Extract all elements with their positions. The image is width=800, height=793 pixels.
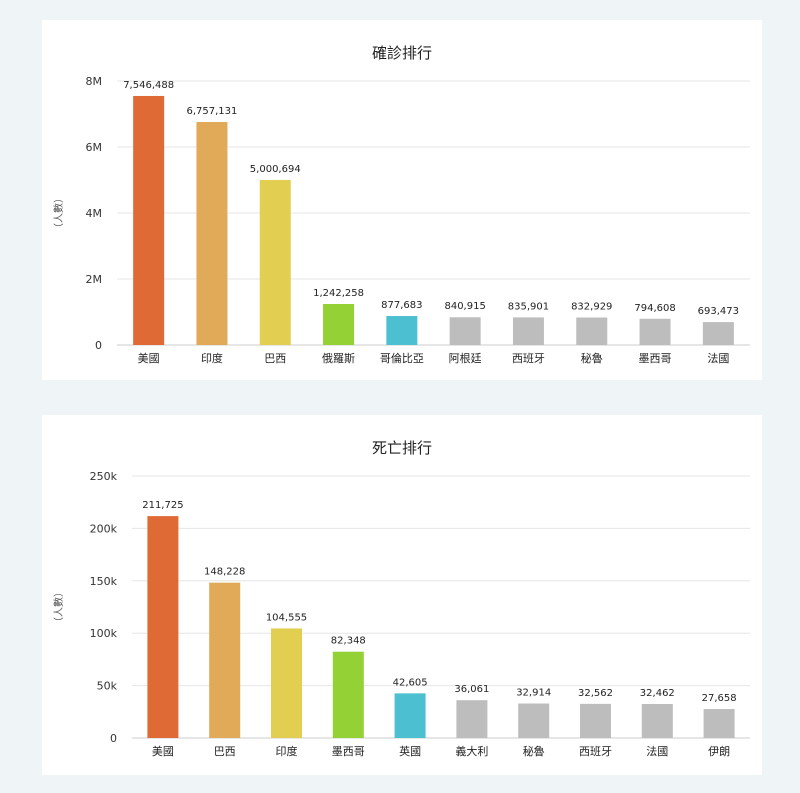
deaths-category-label: 英國 <box>399 744 421 758</box>
confirmed-category-label: 法國 <box>707 351 729 365</box>
deaths-bar-value-label: 32,914 <box>516 688 551 699</box>
confirmed-bar[interactable] <box>323 304 355 345</box>
confirmed-category-label: 秘魯 <box>581 351 603 365</box>
deaths-y-tick-label: 250k <box>90 470 118 483</box>
deaths-bar[interactable] <box>394 693 426 738</box>
confirmed-category-label: 阿根廷 <box>449 351 482 365</box>
confirmed-bar[interactable] <box>639 318 671 345</box>
confirmed-bar[interactable] <box>702 322 734 345</box>
deaths-category-label: 伊朗 <box>708 745 730 758</box>
confirmed-bar-value-label: 840,915 <box>444 301 485 312</box>
confirmed-y-tick-label: 8M <box>86 75 103 88</box>
deaths-bar-value-label: 42,605 <box>393 677 428 688</box>
deaths-bar-value-label: 27,658 <box>702 693 737 704</box>
deaths-bar-value-label: 148,228 <box>204 567 245 578</box>
deaths-bar[interactable] <box>147 516 179 738</box>
deaths-ranking-panel: 死亡排行 （人數） 0 50k 100k 150k 200k 250k 211,725 美國 148… <box>42 415 762 775</box>
deaths-category-label: 秘魯 <box>523 744 545 758</box>
deaths-category-label: 義大利 <box>455 744 488 758</box>
deaths-bar[interactable] <box>456 700 488 738</box>
deaths-bar-value-label: 211,725 <box>142 500 183 511</box>
deaths-y-axis-label: （人數） <box>52 587 65 627</box>
deaths-y-tick-label: 0 <box>110 732 117 745</box>
deaths-bar-value-label: 32,562 <box>578 688 613 699</box>
deaths-bar[interactable] <box>271 628 302 738</box>
deaths-bar[interactable] <box>703 709 735 738</box>
confirmed-bar-value-label: 5,000,694 <box>250 164 301 175</box>
deaths-category-label: 法國 <box>646 744 668 758</box>
deaths-bar[interactable] <box>332 651 364 738</box>
confirmed-bar-value-label: 7,546,488 <box>123 80 174 91</box>
confirmed-y-axis-label: （人數） <box>52 193 65 233</box>
confirmed-category-label: 哥倫比亞 <box>380 351 424 365</box>
confirmed-category-label: 西班牙 <box>512 352 545 365</box>
deaths-chart-title: 死亡排行 <box>372 439 432 457</box>
deaths-bar-value-label: 36,061 <box>454 684 489 695</box>
deaths-category-label: 美國 <box>152 745 174 758</box>
deaths-bar[interactable] <box>518 703 550 738</box>
deaths-category-label: 巴西 <box>214 745 236 758</box>
confirmed-bar[interactable] <box>259 179 291 345</box>
confirmed-bar-value-label: 877,683 <box>381 300 422 311</box>
confirmed-category-label: 巴西 <box>264 352 286 365</box>
confirmed-bar-value-label: 835,901 <box>508 301 549 312</box>
confirmed-bar-value-label: 6,757,131 <box>186 106 237 117</box>
confirmed-bar[interactable] <box>196 122 228 345</box>
deaths-bar-value-label: 104,555 <box>266 612 307 623</box>
confirmed-category-label: 美國 <box>138 352 160 365</box>
deaths-bar[interactable] <box>580 703 611 738</box>
deaths-category-label: 墨西哥 <box>332 745 365 758</box>
deaths-ranking-chart: 死亡排行 （人數） 0 50k 100k 150k 200k 250k 211,725 美國 148… <box>52 439 750 758</box>
confirmed-category-label: 印度 <box>201 351 223 365</box>
deaths-category-label: 印度 <box>276 744 298 758</box>
confirmed-category-label: 墨西哥 <box>639 352 672 365</box>
confirmed-bar[interactable] <box>133 95 165 345</box>
deaths-bar-value-label: 32,462 <box>640 688 675 699</box>
confirmed-bar-value-label: 832,929 <box>571 302 612 313</box>
confirmed-bar-value-label: 1,242,258 <box>313 288 364 299</box>
confirmed-ranking-panel: 確診排行 （人數） 0 2M 4M 6M 8M 7,546,488 美國 6,757,131 印度 5… <box>42 20 762 380</box>
confirmed-bar[interactable] <box>576 317 608 345</box>
confirmed-category-label: 俄羅斯 <box>322 352 355 365</box>
deaths-category-label: 西班牙 <box>579 745 612 758</box>
deaths-bar-value-label: 82,348 <box>331 636 366 647</box>
confirmed-y-tick-label: 6M <box>86 141 103 154</box>
deaths-y-tick-label: 150k <box>90 575 118 588</box>
deaths-y-tick-label: 50k <box>97 680 118 693</box>
confirmed-ranking-chart: 確診排行 （人數） 0 2M 4M 6M 8M 7,546,488 美國 6,757,131 印度 5… <box>52 44 750 365</box>
confirmed-chart-title: 確診排行 <box>372 44 432 62</box>
confirmed-y-tick-label: 0 <box>95 339 102 352</box>
deaths-bar[interactable] <box>641 703 673 738</box>
confirmed-bar-value-label: 693,473 <box>698 306 739 317</box>
confirmed-bar-value-label: 794,608 <box>634 303 675 314</box>
deaths-y-tick-label: 100k <box>90 627 118 640</box>
deaths-bar[interactable] <box>209 582 241 738</box>
confirmed-y-tick-label: 2M <box>86 273 103 286</box>
confirmed-bar[interactable] <box>512 317 544 345</box>
confirmed-y-tick-label: 4M <box>86 207 103 220</box>
confirmed-bar[interactable] <box>386 316 418 345</box>
confirmed-bar[interactable] <box>449 317 481 345</box>
deaths-y-tick-label: 200k <box>90 522 118 535</box>
